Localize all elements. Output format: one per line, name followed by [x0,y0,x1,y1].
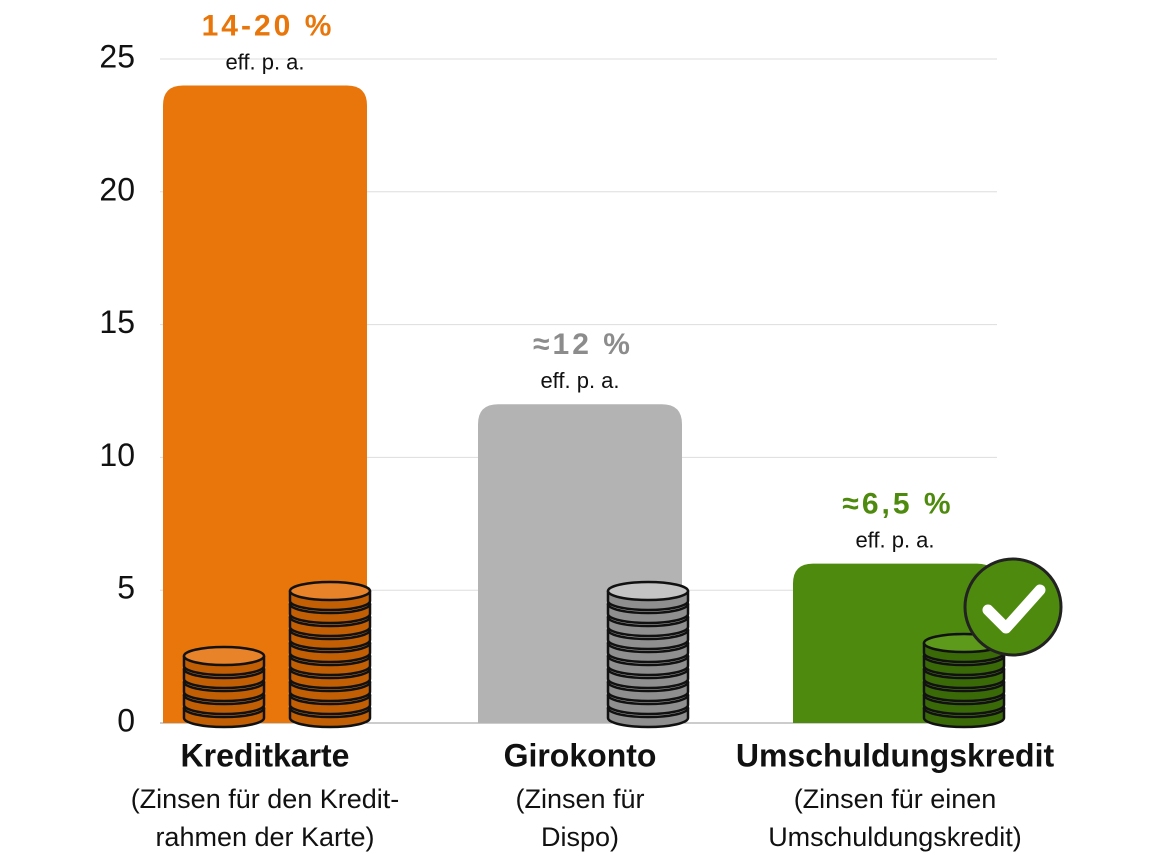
x-tick-label: Kreditkarte [181,737,350,773]
value-annotation-sub: eff. p. a. [540,368,619,393]
category-description: Umschuldungskredit) [768,822,1022,852]
value-annotation-sub: eff. p. a. [855,527,934,552]
check-mark [982,584,1046,634]
y-tick-label: 5 [117,570,135,606]
coin [288,580,372,602]
bar [163,85,367,723]
coin-stack [606,580,690,729]
y-tick-label: 10 [99,437,135,473]
value-annotation: ≈12 % [533,328,633,361]
value-annotation: 14-20 % [202,9,335,42]
coin [182,645,266,667]
category-description: (Zinsen für [515,784,644,814]
coin-stack [182,645,266,729]
coin-stack [288,580,372,729]
category-description: (Zinsen für den Kredit- [131,784,400,814]
category-description: (Zinsen für einen [794,784,997,814]
x-tick-label: Girokonto [504,737,657,773]
coin [606,580,690,602]
category-description: rahmen der Karte) [155,822,374,852]
value-annotation: ≈6,5 % [842,488,953,521]
y-tick-label: 20 [99,171,135,207]
y-tick-label: 15 [99,304,135,340]
y-tick-label: 25 [99,38,135,74]
y-tick-label: 0 [117,702,135,738]
category-description: Dispo) [541,822,619,852]
value-annotation-sub: eff. p. a. [225,49,304,74]
check-badge [963,557,1063,657]
x-tick-label: Umschuldungskredit [736,737,1055,773]
